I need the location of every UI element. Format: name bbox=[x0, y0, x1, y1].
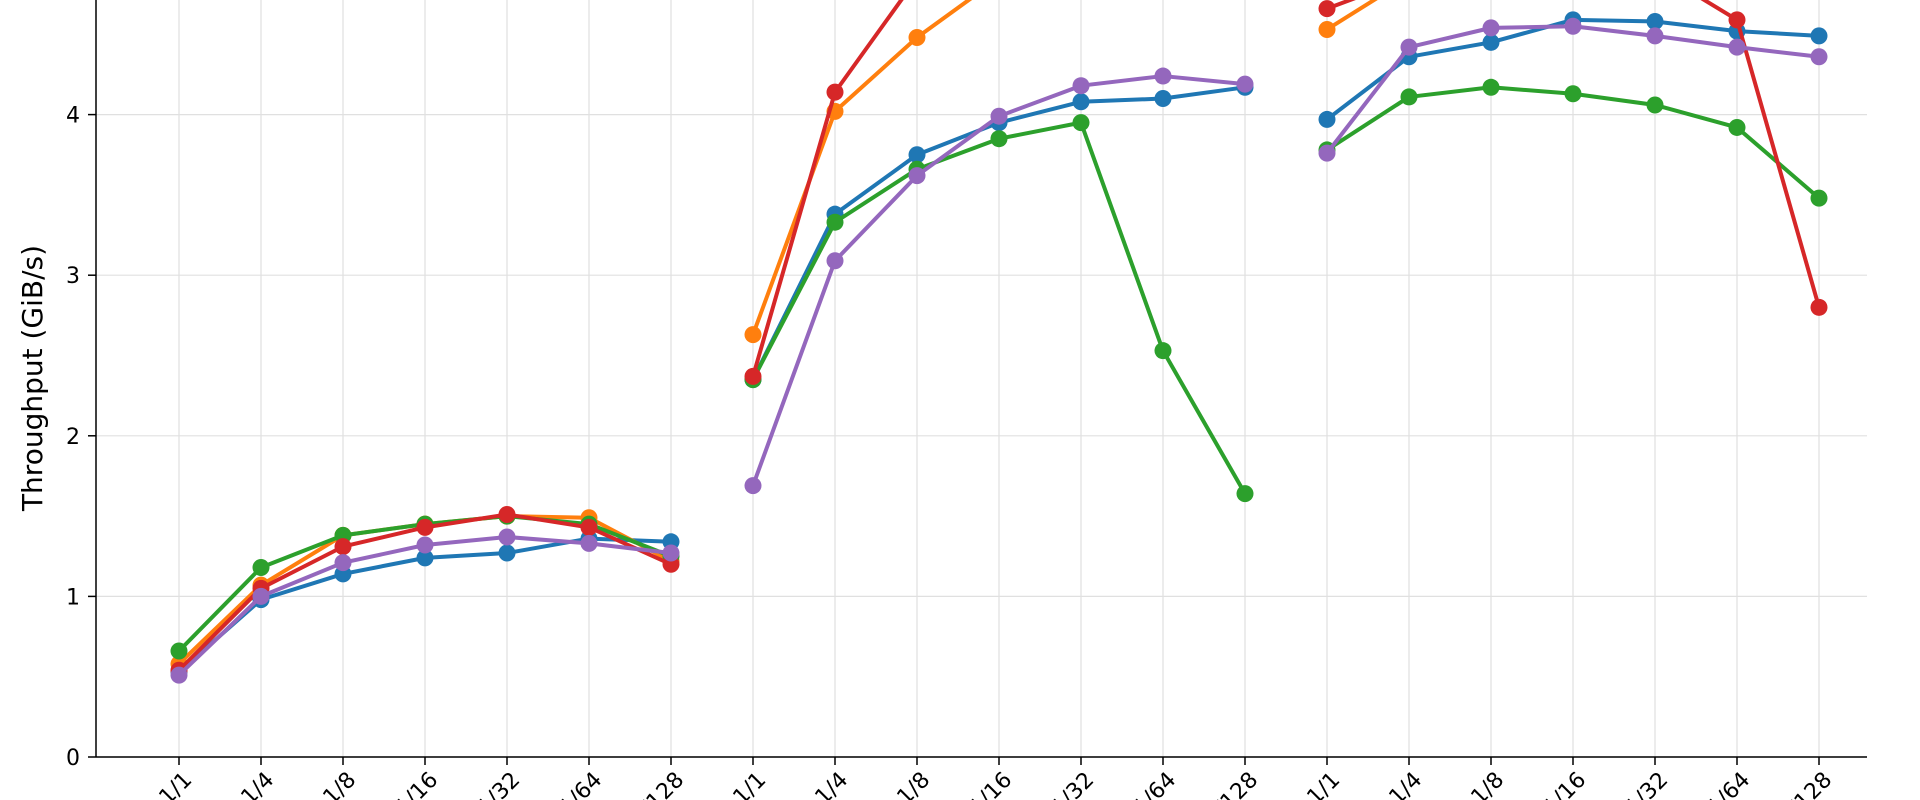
data-point bbox=[744, 326, 762, 344]
data-point bbox=[990, 130, 1008, 148]
data-point bbox=[1810, 27, 1828, 45]
data-point bbox=[1318, 20, 1336, 38]
data-point bbox=[1318, 110, 1336, 128]
x-tick-label: 1/128 bbox=[1775, 768, 1838, 800]
y-tick-label: 1 bbox=[66, 585, 80, 610]
data-point bbox=[1400, 38, 1418, 56]
x-tick-label: 1/128 bbox=[627, 768, 690, 800]
data-point bbox=[1072, 77, 1090, 95]
data-point bbox=[744, 477, 762, 495]
data-point bbox=[580, 518, 598, 536]
x-tick-label: 1/32 bbox=[1621, 768, 1674, 800]
y-tick-label: 2 bbox=[66, 425, 80, 450]
grid bbox=[96, 0, 1867, 758]
series-layer bbox=[170, 0, 1828, 684]
x-tick-label: 1/8 bbox=[319, 768, 362, 800]
x-ticks: 1/1 1/4 1/8 1/16 1/32 1/64 1/128 1/1 1/4 1/8 1/16 1… bbox=[155, 757, 1838, 800]
data-point bbox=[1482, 33, 1500, 51]
data-point bbox=[826, 83, 844, 101]
data-point bbox=[252, 587, 270, 605]
data-point bbox=[1728, 11, 1746, 29]
data-point bbox=[1072, 114, 1090, 132]
data-point bbox=[334, 554, 352, 572]
data-point bbox=[1810, 48, 1828, 66]
x-tick-label: 1/128 bbox=[1201, 768, 1264, 800]
data-point bbox=[1646, 96, 1664, 114]
data-point bbox=[416, 536, 434, 554]
data-point bbox=[498, 544, 516, 562]
x-tick-label: 1/16 bbox=[391, 768, 444, 800]
data-point bbox=[416, 549, 434, 567]
x-tick-label: 1/8 bbox=[893, 768, 936, 800]
x-tick-label: 1/64 bbox=[555, 768, 608, 800]
series-5 bbox=[170, 17, 1828, 684]
data-point bbox=[1154, 90, 1172, 108]
x-tick-label: 1/8 bbox=[1467, 768, 1510, 800]
data-point bbox=[1236, 75, 1254, 93]
data-point bbox=[252, 558, 270, 576]
data-point bbox=[1072, 93, 1090, 111]
x-tick-label: 1/1 bbox=[729, 768, 772, 800]
data-point bbox=[662, 544, 680, 562]
data-point bbox=[908, 29, 926, 47]
data-point bbox=[1646, 27, 1664, 45]
data-point bbox=[1236, 485, 1254, 503]
data-point bbox=[498, 528, 516, 546]
data-point bbox=[580, 534, 598, 552]
x-tick-label: 1/4 bbox=[811, 768, 854, 800]
x-tick-label: 1/1 bbox=[155, 768, 198, 800]
data-point bbox=[826, 213, 844, 231]
data-point bbox=[1154, 67, 1172, 85]
data-point bbox=[990, 107, 1008, 125]
y-tick-label: 0 bbox=[66, 746, 80, 771]
data-point bbox=[1564, 17, 1582, 35]
data-point bbox=[1318, 144, 1336, 162]
x-tick-label: 1/32 bbox=[473, 768, 526, 800]
axes bbox=[95, 0, 1867, 758]
data-point bbox=[170, 642, 188, 660]
data-point bbox=[1482, 19, 1500, 37]
x-tick-label: 1/16 bbox=[1539, 768, 1592, 800]
data-point bbox=[1400, 88, 1418, 106]
data-point bbox=[1564, 85, 1582, 103]
data-point bbox=[1728, 38, 1746, 56]
x-tick-label: 1/1 bbox=[1303, 768, 1346, 800]
y-axis-label: Throughput (GiB/s) bbox=[16, 245, 49, 512]
data-point bbox=[744, 367, 762, 385]
data-point bbox=[416, 518, 434, 536]
data-point bbox=[334, 538, 352, 556]
y-ticks: 0 1 2 3 4 bbox=[66, 104, 96, 771]
x-tick-label: 1/4 bbox=[1385, 768, 1428, 800]
y-tick-label: 4 bbox=[66, 104, 80, 129]
data-point bbox=[1810, 189, 1828, 207]
data-point bbox=[826, 252, 844, 270]
data-point bbox=[498, 505, 516, 523]
x-tick-label: 1/32 bbox=[1047, 768, 1100, 800]
data-point bbox=[1728, 118, 1746, 136]
y-tick-label: 3 bbox=[66, 264, 80, 289]
data-point bbox=[170, 666, 188, 684]
data-point bbox=[908, 146, 926, 164]
x-tick-label: 1/16 bbox=[965, 768, 1018, 800]
data-point bbox=[1482, 78, 1500, 96]
x-tick-label: 1/64 bbox=[1129, 768, 1182, 800]
x-tick-label: 1/64 bbox=[1703, 768, 1756, 800]
data-point bbox=[1318, 0, 1336, 18]
data-point bbox=[1810, 298, 1828, 316]
data-point bbox=[908, 167, 926, 185]
data-point bbox=[1646, 12, 1664, 30]
x-tick-label: 1/4 bbox=[237, 768, 280, 800]
data-point bbox=[1154, 342, 1172, 360]
